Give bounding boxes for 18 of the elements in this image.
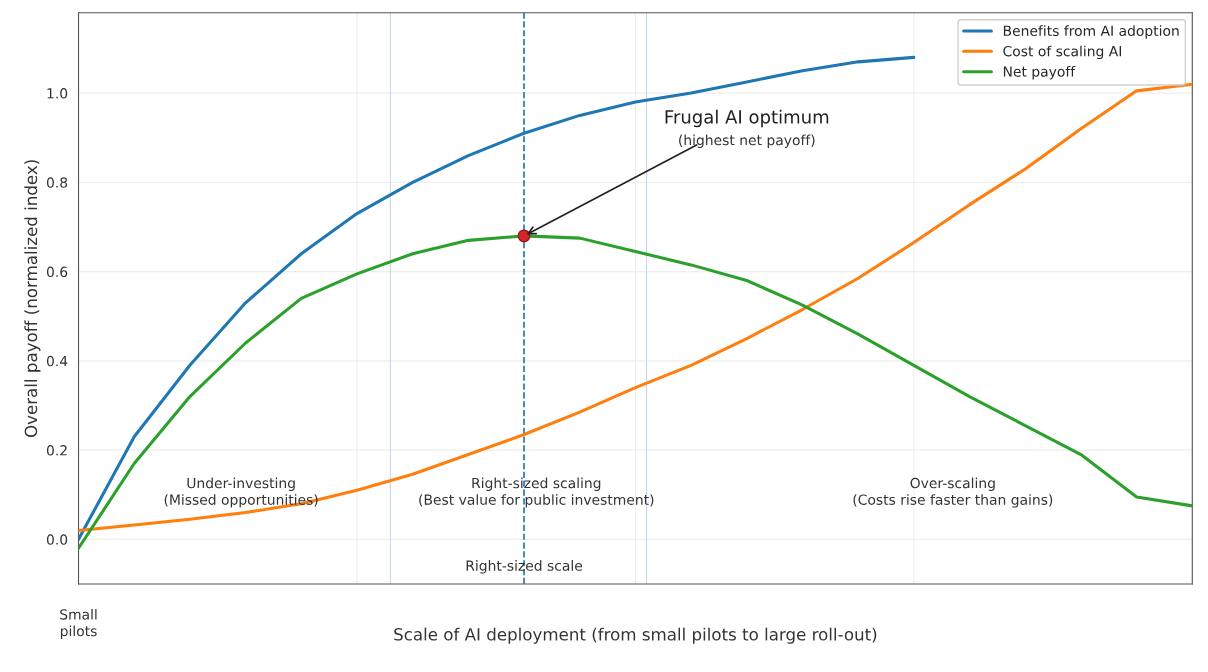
- y-tick-label: 0.8: [46, 177, 68, 188]
- annotation: Frugal AI optimum: [665, 109, 829, 128]
- y-tick-label: 0.6: [46, 266, 68, 278]
- annotation: Over-scaling (Costs rise faster than gains): [853, 477, 1053, 508]
- legend-label: Cost of scaling AI: [1003, 45, 1122, 60]
- x-axis-title: Scale of AI deployment (from small pilots to large roll-out): [394, 627, 877, 644]
- y-tick-label: 0.4: [46, 355, 68, 367]
- y-tick-label: 0.2: [46, 445, 67, 456]
- text: Small pilots: [60, 608, 97, 639]
- y-axis-title: Overall payoff (normalized index): [24, 160, 41, 438]
- legend-label: Net payoff: [1003, 66, 1076, 80]
- annotation: (highest net payoff): [679, 134, 815, 149]
- annotation: Right-sized scale: [466, 560, 583, 574]
- annotation: Right-sized scaling (Best value for public investment): [419, 477, 654, 508]
- line-series: [78, 82, 1193, 532]
- legend-label: Benefits from AI adoption: [1003, 25, 1179, 39]
- y-tick-label: 1.0: [47, 88, 68, 99]
- y-tick-label: 0.0: [46, 534, 68, 545]
